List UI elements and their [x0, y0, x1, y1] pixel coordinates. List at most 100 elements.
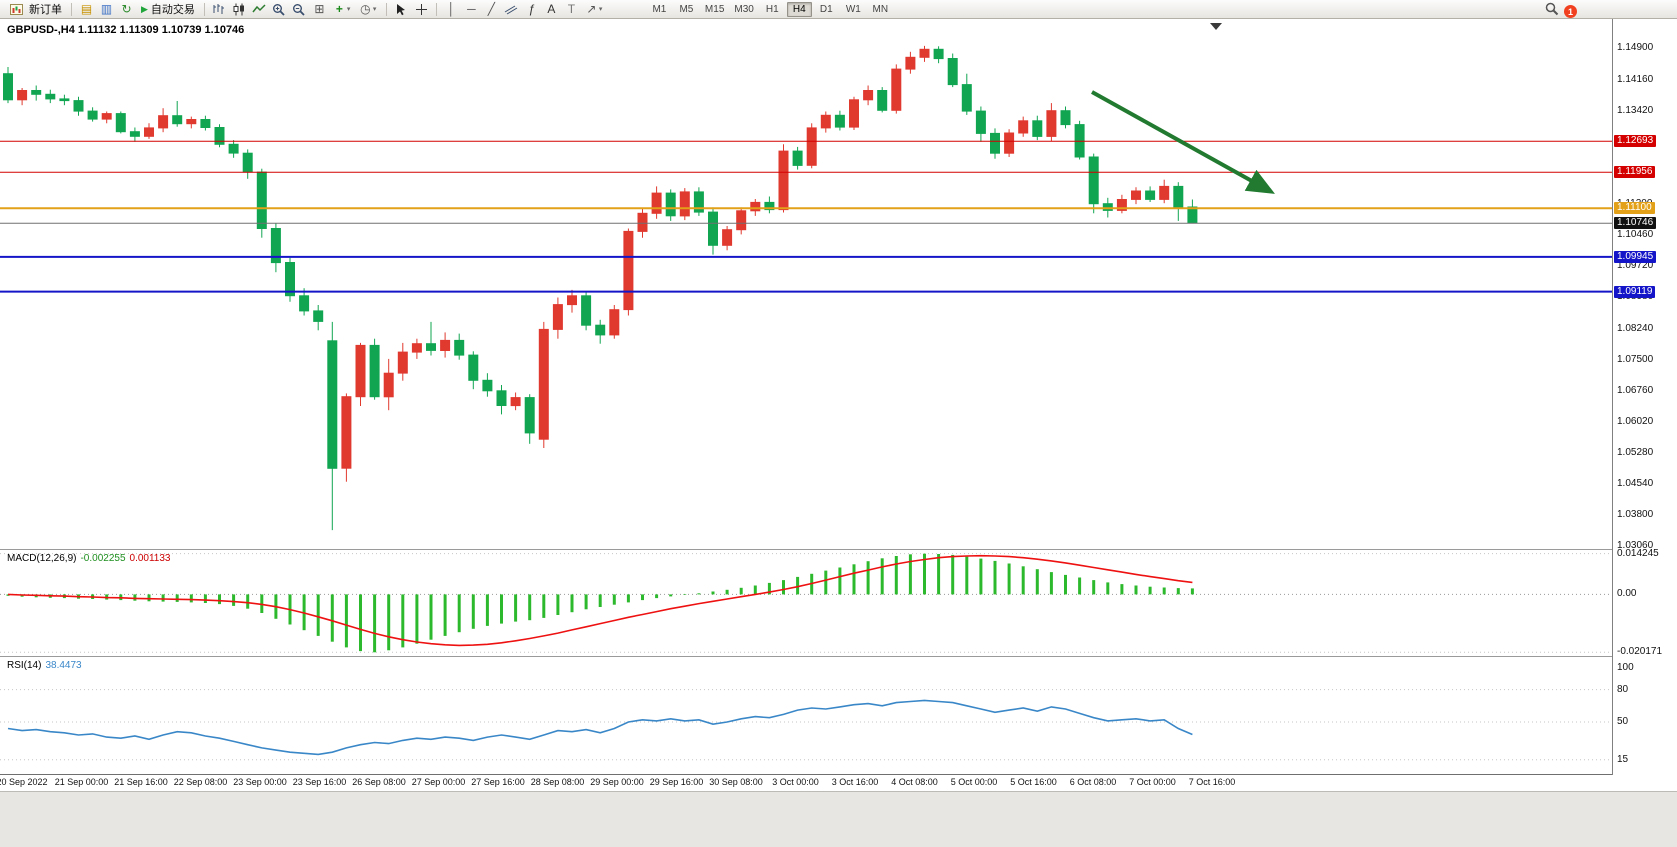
- candle-body: [736, 210, 747, 231]
- candle-body: [552, 304, 563, 330]
- candle-body: [1187, 206, 1198, 224]
- time-axis[interactable]: 20 Sep 2022 21 Sep 00:00 21 Sep 16:00 22 Se…: [0, 775, 1677, 791]
- time-axis-label: 21 Sep 16:00: [114, 777, 168, 787]
- periods-dropdown-caret[interactable]: ▾: [372, 6, 377, 13]
- time-axis-label: 22 Sep 08:00: [173, 777, 228, 787]
- price-tick-label: 1.14160: [1617, 73, 1654, 85]
- candle-body: [369, 344, 380, 398]
- time-axis-label: 30 Sep 08:00: [709, 777, 763, 787]
- rsi-panel[interactable]: [0, 657, 1612, 774]
- timeframe-d1-button[interactable]: D1: [819, 3, 833, 15]
- candle-body: [623, 230, 634, 311]
- trend-arrow-annotation[interactable]: [1091, 90, 1275, 194]
- bar-chart-type-icon[interactable]: [210, 1, 229, 18]
- candle-body: [3, 73, 13, 101]
- panel-separator[interactable]: [0, 549, 1677, 550]
- macd-scale-label: -0.020171: [1617, 646, 1663, 658]
- timeframe-h1-button[interactable]: H1: [765, 3, 779, 15]
- candle-body: [1046, 110, 1057, 137]
- label-tool-icon[interactable]: T: [567, 2, 576, 16]
- time-axis-label: 5 Oct 00:00: [950, 777, 998, 787]
- search-icon[interactable]: [1545, 2, 1559, 21]
- cursor-icon[interactable]: [392, 1, 411, 18]
- candle-body: [961, 84, 972, 112]
- trendline-tool-icon[interactable]: ╱: [487, 2, 496, 16]
- time-axis-label: 3 Oct 00:00: [772, 777, 819, 787]
- candle-body: [440, 339, 451, 351]
- channel-tool-icon[interactable]: [502, 1, 521, 18]
- timeframe-mn-button[interactable]: MN: [872, 3, 889, 15]
- timeframe-w1-button[interactable]: W1: [845, 3, 861, 15]
- chart-shift-marker[interactable]: [1210, 23, 1222, 30]
- time-axis-label: 4 Oct 08:00: [891, 777, 938, 787]
- tile-windows-icon[interactable]: ⊞: [314, 2, 325, 16]
- horizontal-line-tool-icon[interactable]: ─: [467, 2, 476, 16]
- candle-body: [1159, 185, 1170, 200]
- time-axis-label: 20 Sep 2022: [0, 777, 48, 787]
- candle-body: [115, 113, 126, 133]
- candle-body: [341, 396, 352, 469]
- candle-body: [256, 171, 267, 230]
- text-tool-icon[interactable]: A: [547, 2, 556, 16]
- macd-scale-label: 0.014245: [1617, 547, 1659, 559]
- fibonacci-tool-icon[interactable]: ƒ: [528, 2, 535, 16]
- zoom-in-icon[interactable]: [270, 1, 289, 18]
- charts-window-icon[interactable]: ▤: [80, 2, 93, 16]
- candle-body: [581, 295, 592, 326]
- new-order-button[interactable]: 新订单: [3, 1, 66, 18]
- periods-icon[interactable]: ◷: [360, 2, 371, 16]
- price-tick-label: 1.03800: [1617, 509, 1654, 521]
- price-tick-label: 1.14900: [1617, 42, 1654, 54]
- new-order-icon: [7, 1, 26, 18]
- candle-body: [792, 150, 803, 166]
- line-chart-type-icon[interactable]: [250, 1, 269, 18]
- time-axis-label: 29 Sep 16:00: [649, 777, 704, 787]
- price-tick-label: 1.06760: [1617, 384, 1654, 396]
- candle-body: [299, 295, 310, 312]
- main-chart[interactable]: [0, 19, 1612, 549]
- indicators-icon[interactable]: +: [335, 2, 343, 16]
- candle-body: [693, 191, 704, 213]
- refresh-icon[interactable]: ↻: [121, 2, 132, 16]
- profiles-icon[interactable]: ▥: [100, 2, 113, 16]
- time-axis-label: 29 Sep 00:00: [590, 777, 644, 787]
- candle-body: [834, 114, 845, 128]
- timeframe-m1-button[interactable]: M1: [652, 3, 667, 15]
- macd-panel[interactable]: [0, 550, 1612, 656]
- rsi-scale-label: 15: [1617, 753, 1629, 765]
- crosshair-icon[interactable]: [412, 1, 431, 18]
- indicators-dropdown-caret[interactable]: ▾: [346, 6, 351, 13]
- rsi-scale-label: 50: [1617, 716, 1629, 727]
- hline-price-label: 1.12693: [1614, 135, 1657, 148]
- candle-body: [1060, 110, 1071, 126]
- candle-body: [595, 324, 606, 336]
- arrows-dropdown-caret[interactable]: ▾: [598, 6, 603, 13]
- candle-body: [764, 201, 775, 211]
- candle-body: [101, 113, 112, 120]
- arrows-tool-icon[interactable]: ↗: [586, 2, 597, 16]
- notification-badge[interactable]: 1: [1564, 5, 1577, 18]
- timeframe-m5-button[interactable]: M5: [679, 3, 694, 15]
- panel-separator[interactable]: [0, 656, 1677, 657]
- vertical-line-tool-icon[interactable]: │: [447, 2, 456, 16]
- timeframe-h4-button[interactable]: H4: [786, 1, 812, 17]
- time-axis-label: 28 Sep 08:00: [530, 777, 585, 787]
- zoom-out-icon[interactable]: [290, 1, 309, 18]
- price-tick-label: 1.13420: [1617, 104, 1654, 116]
- time-axis-label: 3 Oct 16:00: [831, 777, 879, 787]
- timeframe-m15-button[interactable]: M15: [704, 3, 725, 15]
- auto-trading-button[interactable]: ▶ 自动交易: [137, 1, 199, 18]
- candle-body: [31, 90, 42, 95]
- time-axis-label: 23 Sep 16:00: [292, 777, 347, 787]
- price-tick-label: 1.04540: [1617, 478, 1654, 490]
- candlestick-chart-type-icon[interactable]: [230, 1, 249, 18]
- hline-price-label: 1.09119: [1614, 285, 1656, 298]
- rsi-scale-label: 100: [1617, 662, 1634, 673]
- toolbar-separator: [385, 2, 387, 16]
- timeframe-m30-button[interactable]: M30: [734, 3, 754, 15]
- time-axis-label: 21 Sep 00:00: [54, 777, 109, 787]
- price-scale[interactable]: 1.149001.141601.134201.126801.119401.112…: [1612, 19, 1677, 775]
- candle-body: [355, 344, 366, 398]
- candle-body: [863, 90, 874, 101]
